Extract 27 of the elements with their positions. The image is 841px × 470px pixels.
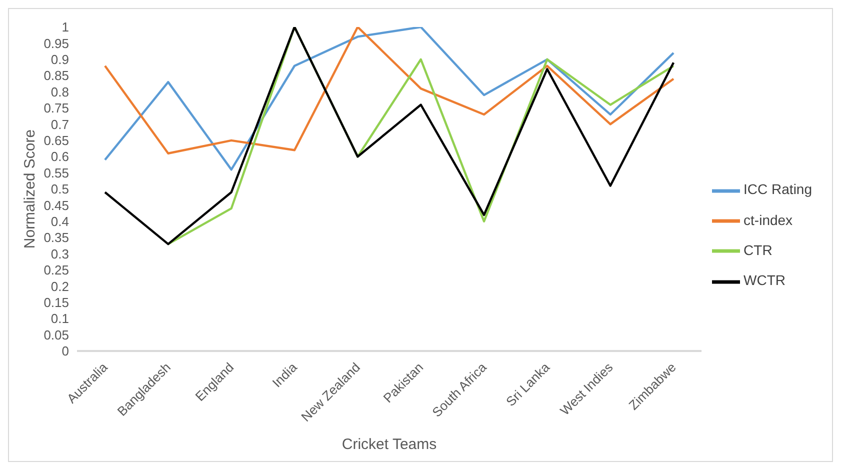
y-tick-label: 0.05 — [44, 327, 69, 342]
x-axis-title: Cricket Teams — [342, 436, 437, 453]
legend-label: CTR — [744, 242, 772, 258]
y-tick-label: 1 — [62, 20, 69, 35]
y-tick-label: 0.3 — [50, 246, 69, 262]
y-tick-label: 0.4 — [50, 214, 69, 230]
y-tick-label: 0.55 — [44, 165, 69, 180]
y-tick-label: 0.65 — [44, 133, 69, 148]
y-tick-label: 0.7 — [50, 116, 69, 132]
y-tick-label: 0.6 — [50, 149, 69, 164]
y-tick-label: 0.85 — [44, 68, 69, 84]
y-tick-label: 0.25 — [44, 262, 69, 278]
y-tick-label: 0.95 — [44, 36, 69, 51]
y-tick-label: 0.35 — [44, 230, 69, 246]
y-tick-label: 0.9 — [50, 52, 69, 68]
legend-label: ct-index — [744, 212, 793, 228]
y-tick-label: 0.15 — [44, 295, 69, 310]
y-tick-label: 0.45 — [44, 198, 69, 213]
y-tick-label: 0.2 — [50, 278, 69, 294]
legend-label: WCTR — [744, 272, 786, 288]
y-axis-title: Normalized Score — [21, 129, 38, 249]
y-tick-label: 0.5 — [50, 182, 69, 197]
y-tick-label: 0 — [62, 344, 69, 359]
legend-label: ICC Rating — [744, 181, 812, 198]
y-tick-label: 0.75 — [44, 100, 69, 116]
y-tick-label: 0.1 — [50, 311, 69, 326]
y-tick-label: 0.8 — [50, 84, 69, 100]
